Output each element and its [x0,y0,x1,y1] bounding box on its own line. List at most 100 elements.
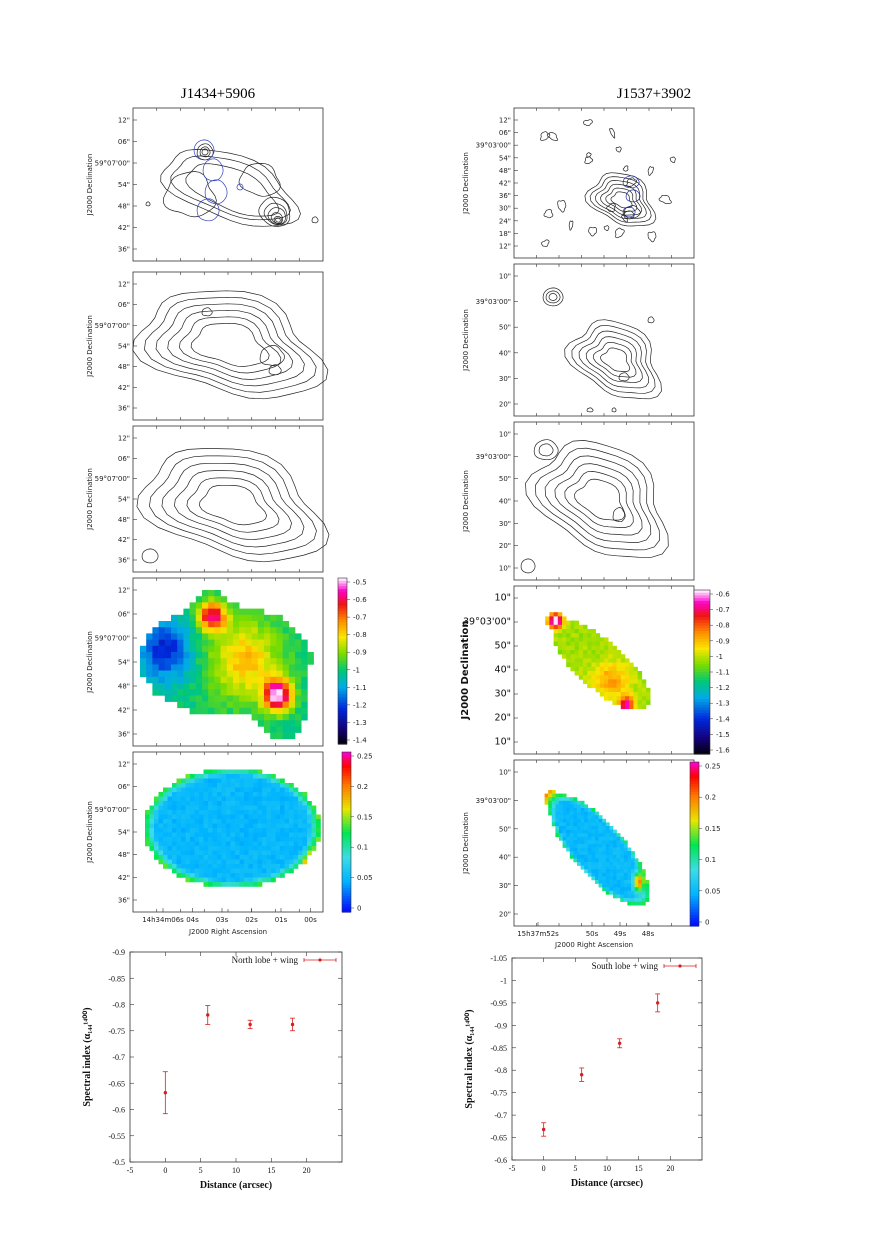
contour-line [583,119,593,127]
map-pixel [172,805,177,811]
map-pixel [244,778,249,784]
map-pixel [221,819,227,824]
colorbar-segment [694,652,710,657]
map-pixel [266,787,272,793]
colorbar-segment [342,840,351,844]
contour-line [141,548,159,564]
map-pixel [595,844,599,848]
map-pixel [163,823,168,829]
colorbar-label: -0.8 [353,631,367,639]
map-pixel [248,774,254,779]
map-pixel [195,658,203,665]
map-pixel [284,859,290,865]
map-pixel [181,859,186,865]
map-pixel [583,629,588,634]
map-pixel [605,880,610,884]
map-pixel [562,800,567,805]
map-pixel [559,797,563,802]
map-pixel [634,876,639,881]
map-pixel [177,664,184,671]
map-pixel [555,829,560,834]
map-pixel [244,877,249,883]
map-pixel [307,658,314,665]
map-pixel [266,864,272,869]
map-pixel [605,844,610,848]
map-pixel [167,792,173,797]
map-pixel [245,608,252,616]
map-pixel [239,664,246,671]
ra-axis-label: J2000 Right Ascension [188,928,267,936]
contour-line [586,152,592,158]
map-pixel [270,701,277,709]
map-pixel [212,783,218,788]
map-pixel [185,783,191,788]
map-pixel [233,701,240,709]
contour-line [611,407,617,413]
map-pixel [233,633,240,640]
map-pixel [203,877,209,883]
map-pixel [583,645,588,651]
y-axis-label: Spectral index (α₁₄₄¹⁴⁰⁰) [82,1007,93,1106]
map-pixel [573,818,578,823]
map-pixel [616,887,621,892]
map-pixel [181,846,186,851]
map-pixel [634,894,639,899]
dec-tick-label: 48" [118,516,130,524]
map-pixel [189,627,197,634]
map-pixel [631,876,635,881]
map-pixel [190,837,195,842]
map-pixel [214,652,221,659]
map-pixel [616,872,621,877]
map-pixel [154,819,159,824]
map-pixel [264,701,271,709]
map-pixel [573,800,578,805]
map-pixel [623,854,628,859]
contour-line [193,139,215,161]
map-pixel [208,832,213,838]
colorbar-segment [690,767,699,771]
map-pixel [257,778,263,784]
map-pixel [221,796,227,802]
map-pixel [167,814,173,820]
map-pixel [562,808,567,812]
map-pixel [226,810,231,815]
map-pixel [158,855,164,860]
map-pixel [587,844,592,848]
map-pixel [573,808,578,812]
map-pixel [595,869,599,874]
map-pixel [566,840,571,845]
map-pixel [566,641,571,647]
map-pixel [616,692,622,697]
map-pixel [577,847,581,852]
map-pixel [276,652,283,659]
map-pixel [183,621,190,628]
map-pixel [284,837,290,842]
map-pixel [557,624,563,630]
map-pixel [262,864,267,869]
map-pixel [602,880,607,884]
map-pixel [578,666,584,672]
map-pixel [608,692,613,697]
map-pixel [289,850,294,856]
map-pixel [171,658,178,665]
map-pixel [253,774,258,779]
map-pixel [194,855,200,860]
dec-tick-label: 20" [499,542,511,550]
map-pixel [573,797,578,802]
map-pixel [282,652,290,659]
map-pixel [226,801,231,806]
map-pixel [608,666,613,672]
map-pixel [158,846,164,851]
map-pixel [598,883,603,888]
map-pixel [253,850,258,856]
map-pixel [217,855,222,860]
y-tick-label: -0.9 [112,948,125,957]
map-pixel [217,787,222,793]
map-pixel [548,811,553,816]
colorbar-segment [690,895,699,900]
map-pixel [226,689,234,696]
map-pixel [189,645,197,653]
map-pixel [189,602,197,609]
colorbar-segment [694,661,710,665]
dec-tick-label: 54" [118,496,130,504]
